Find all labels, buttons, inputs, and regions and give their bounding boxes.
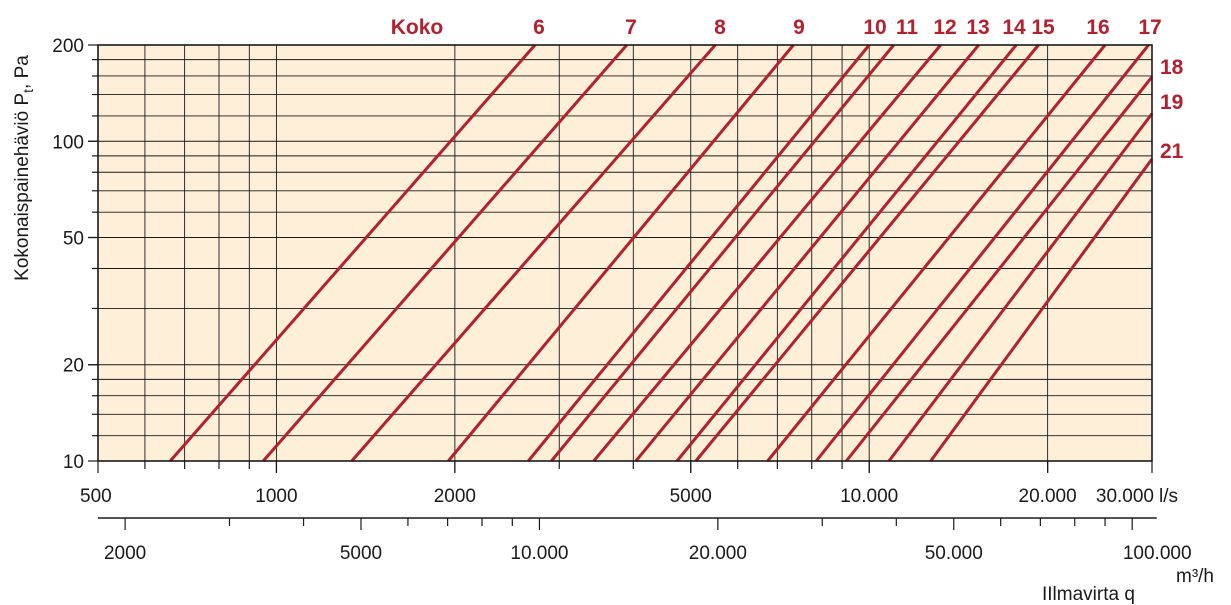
- x2-tick-label: 50.000: [925, 543, 983, 564]
- x-unit-m3h: m³/h: [1176, 566, 1214, 587]
- y-axis-title-sub: t: [20, 89, 36, 93]
- series-line-7: [262, 44, 628, 462]
- y-tick-label: 20: [63, 356, 84, 377]
- series-line-11: [550, 44, 895, 462]
- x2-tick-label: 2000: [104, 543, 146, 564]
- y-axis-title-tail: , Pa: [12, 55, 33, 89]
- series-line-8: [350, 44, 717, 462]
- x-tick-label: 5000: [670, 486, 712, 507]
- plot-frame: [97, 44, 1153, 462]
- series-label-21: 21: [1160, 140, 1184, 163]
- series-line-16: [766, 44, 1107, 462]
- series-label-11: 11: [896, 16, 919, 39]
- series-lines: [169, 44, 1154, 462]
- y-tick-label: 100: [52, 132, 84, 153]
- y-axis: 10 20 50 100 200: [52, 36, 98, 473]
- x-tick-label: 2000: [434, 486, 476, 507]
- series-line-19: [887, 112, 1154, 462]
- series-label-12: 12: [933, 16, 956, 39]
- series-label-8: 8: [714, 16, 726, 39]
- x-axis-title-main: Ilmavirta q: [1047, 584, 1135, 605]
- series-line-17: [815, 44, 1150, 462]
- x2-tick-label: 5000: [340, 543, 382, 564]
- y-axis-title: Kokonaispainehäviö Pt, Pa: [12, 55, 36, 281]
- series-label-10: 10: [863, 16, 886, 39]
- series-line-10: [527, 44, 871, 462]
- x2-tick-label: 100.000: [1123, 543, 1192, 564]
- series-line-18: [845, 75, 1154, 462]
- x2-tick-label: 20.000: [689, 543, 747, 564]
- x-tick-label: 10.000: [840, 486, 898, 507]
- y-tick-label: 200: [52, 36, 84, 57]
- series-label-14: 14: [1002, 16, 1026, 39]
- series-line-12: [592, 44, 942, 462]
- x-tick-label: 1000: [255, 486, 297, 507]
- series-label-7: 7: [625, 16, 637, 39]
- series-label-18: 18: [1160, 56, 1184, 79]
- x-unit-ls: l/s: [1159, 486, 1178, 507]
- y-tick-label: 10: [63, 452, 84, 473]
- series-line-6: [169, 44, 537, 462]
- series-line-21: [929, 158, 1154, 462]
- x-axis-ls: 500 1000 2000 5000 10.000 20.000 30.000: [80, 461, 1154, 507]
- series-label-16: 16: [1086, 16, 1109, 39]
- series-label-15: 15: [1031, 16, 1055, 39]
- series-line-14: [675, 44, 1018, 462]
- series-label-6: 6: [533, 16, 545, 39]
- x-axis-title-prefix: I: [1042, 584, 1047, 605]
- x-tick-label: 30.000: [1096, 486, 1154, 507]
- x2-tick-label: 10.000: [510, 543, 568, 564]
- series-label-19: 19: [1160, 91, 1183, 114]
- x-axis-title: IIlmavirta q: [1042, 584, 1135, 605]
- series-label-9: 9: [793, 16, 805, 39]
- series-line-15: [694, 44, 1040, 462]
- series-line-9: [447, 44, 795, 462]
- series-label-13: 13: [966, 16, 989, 39]
- x-axis-m3h: 2000 5000 10.000 20.000 50.000 100.000: [98, 517, 1192, 564]
- series-label-17: 17: [1138, 16, 1161, 39]
- series-labels: 6 7 8 9 10 11 12 13 14 15 16 17 18 19 21: [533, 16, 1184, 163]
- plot-area: [98, 45, 1152, 461]
- series-line-13: [634, 44, 980, 462]
- x-tick-label: 500: [80, 486, 112, 507]
- x-tick-label: 20.000: [1019, 486, 1077, 507]
- legend-title: Koko: [391, 16, 444, 39]
- y-tick-label: 50: [63, 229, 84, 250]
- y-axis-title-main: Kokonaispainehäviö P: [12, 93, 33, 281]
